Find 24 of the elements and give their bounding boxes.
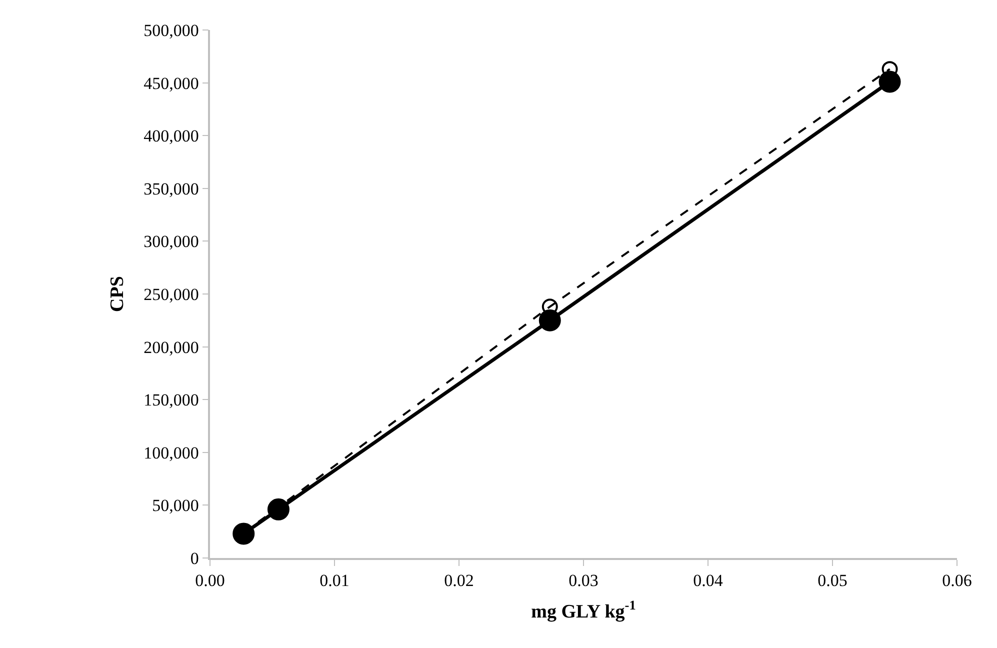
x-tick-label: 0.01: [320, 571, 350, 590]
y-tick-label: 400,000: [144, 126, 199, 146]
y-axis-title: CPS: [106, 276, 128, 312]
y-tick-label: 300,000: [144, 232, 199, 252]
y-tick-label: 0: [190, 548, 199, 568]
x-tick-label: 0.05: [818, 571, 848, 590]
y-tick-label: 450,000: [144, 74, 199, 93]
y-tick-label: 350,000: [144, 179, 199, 198]
y-tick-label: 100,000: [144, 443, 199, 462]
y-tick-label: 50,000: [152, 496, 199, 516]
point: [878, 70, 901, 93]
y-tick-label: 250,000: [144, 284, 199, 304]
x-tick-label: 0.02: [444, 571, 474, 590]
x-tick-label: 0.03: [568, 571, 598, 590]
y-tick-label: 200,000: [144, 338, 199, 357]
y-tick-label: 500,000: [144, 20, 199, 40]
x-tick-label: 0.00: [195, 571, 225, 590]
point: [538, 309, 561, 332]
x-tick-label: 0.06: [942, 571, 972, 590]
x-tick-label: 0.04: [693, 571, 724, 590]
x-axis-title: mg GLY kg$^{-1}$: [531, 597, 636, 622]
y-tick-label: 150,000: [144, 390, 199, 410]
point: [232, 522, 255, 545]
point: [267, 498, 290, 520]
